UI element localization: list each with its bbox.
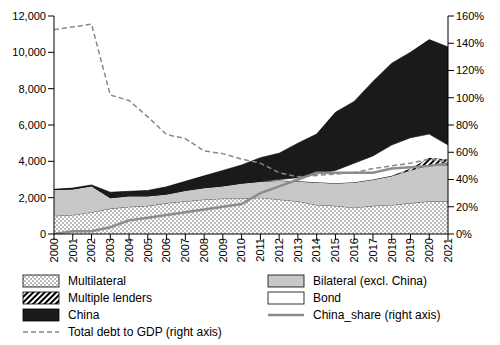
html-text:Bilateral (excl. China): Bilateral (excl. China) [313,274,427,288]
svg-text:2011: 2011 [254,238,266,262]
svg-text:2012: 2012 [273,238,285,262]
html-text:Total debt to GDP (right axis): Total debt to GDP (right axis) [68,325,222,339]
svg-text:2018: 2018 [386,238,398,262]
svg-text:60%: 60% [456,146,478,158]
svg-text:80%: 80% [456,119,478,131]
svg-text:2003: 2003 [104,238,116,262]
svg-text:2016: 2016 [348,238,360,262]
html-text:Multilateral: Multilateral [68,274,126,288]
svg-text:2004: 2004 [123,238,135,262]
svg-text:8,000: 8,000 [18,83,46,95]
svg-text:100%: 100% [456,92,484,104]
svg-text:2013: 2013 [292,238,304,262]
svg-text:140%: 140% [456,37,484,49]
html-text:China_share (right axis): China_share (right axis) [313,308,441,322]
svg-text:2014: 2014 [310,238,322,262]
html-text:Bond: Bond [313,291,341,305]
svg-text:120%: 120% [456,64,484,76]
html-text:China: China [68,308,100,322]
svg-text:12,000: 12,000 [12,10,46,22]
svg-text:2006: 2006 [160,238,172,262]
svg-text:0: 0 [40,228,46,240]
svg-text:10,000: 10,000 [12,46,46,58]
svg-text:20%: 20% [456,201,478,213]
svg-text:2000: 2000 [48,238,60,262]
svg-text:2,000: 2,000 [18,192,46,204]
svg-text:6,000: 6,000 [18,119,46,131]
svg-text:2002: 2002 [85,238,97,262]
svg-text:0%: 0% [456,228,472,240]
svg-text:2001: 2001 [67,238,79,262]
svg-text:2005: 2005 [142,238,154,262]
svg-text:2021: 2021 [442,238,454,262]
svg-text:2020: 2020 [423,238,435,262]
svg-text:2007: 2007 [179,238,191,262]
svg-text:40%: 40% [456,173,478,185]
svg-text:2015: 2015 [329,238,341,262]
svg-text:2010: 2010 [235,238,247,262]
svg-text:160%: 160% [456,10,484,22]
html-text:Multiple lenders: Multiple lenders [68,291,152,305]
svg-text:2008: 2008 [198,238,210,262]
svg-text:2017: 2017 [367,238,379,262]
svg-text:4,000: 4,000 [18,155,46,167]
svg-text:2009: 2009 [217,238,229,262]
svg-text:2019: 2019 [404,238,416,262]
